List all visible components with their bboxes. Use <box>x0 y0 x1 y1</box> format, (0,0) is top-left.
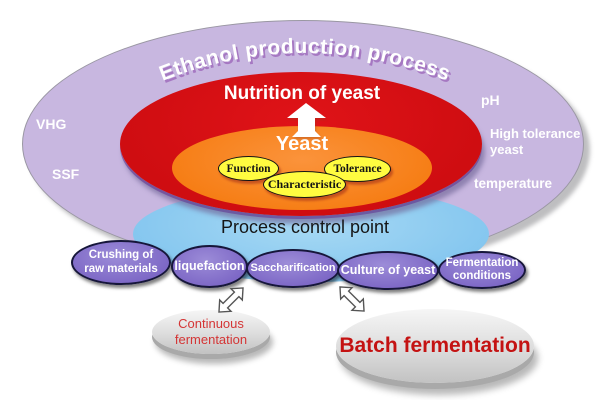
continuous-fermentation-disc: Continuous fermentation <box>152 310 270 354</box>
step-crushing-of-raw-materials: Crushing of raw materials <box>71 240 171 285</box>
factor-high-tolerance-yeast: High tolerance yeast <box>490 126 581 157</box>
process-control-label: Process control point <box>220 217 390 237</box>
yeast-label: Yeast <box>275 133 329 155</box>
trait-function-label: Function <box>226 162 271 175</box>
step-label: Fermentation conditions <box>445 256 519 282</box>
continuous-fermentation-label: Continuous fermentation <box>174 316 248 347</box>
nutrition-label: Nutrition of yeast <box>223 83 381 104</box>
step-fermentation-conditions: Fermentation conditions <box>438 251 526 289</box>
step-label: Crushing of raw materials <box>84 249 158 275</box>
trait-characteristic-label: Characteristic <box>267 177 342 191</box>
step-label: Culture of yeast <box>340 263 436 278</box>
factor-ssf: SSF <box>52 166 80 182</box>
factor-ph: pH <box>481 92 500 108</box>
step-label: Saccharification <box>250 262 336 275</box>
factor-temperature: temperature <box>474 176 553 191</box>
batch-fermentation-label: Batch fermentation <box>339 333 531 357</box>
batch-fermentation-disc: Batch fermentation <box>336 309 534 383</box>
factor-vhg: VHG <box>36 116 67 132</box>
trait-function: Function <box>218 156 279 181</box>
step-label: liquefaction <box>174 259 245 274</box>
trait-tolerance-label: Tolerance <box>333 163 382 175</box>
trait-characteristic: Characteristic <box>263 171 346 198</box>
step-culture-of-yeast: Culture of yeast <box>337 251 439 290</box>
step-saccharification: Saccharification <box>246 249 340 288</box>
step-liquefaction: liquefaction <box>171 245 248 288</box>
